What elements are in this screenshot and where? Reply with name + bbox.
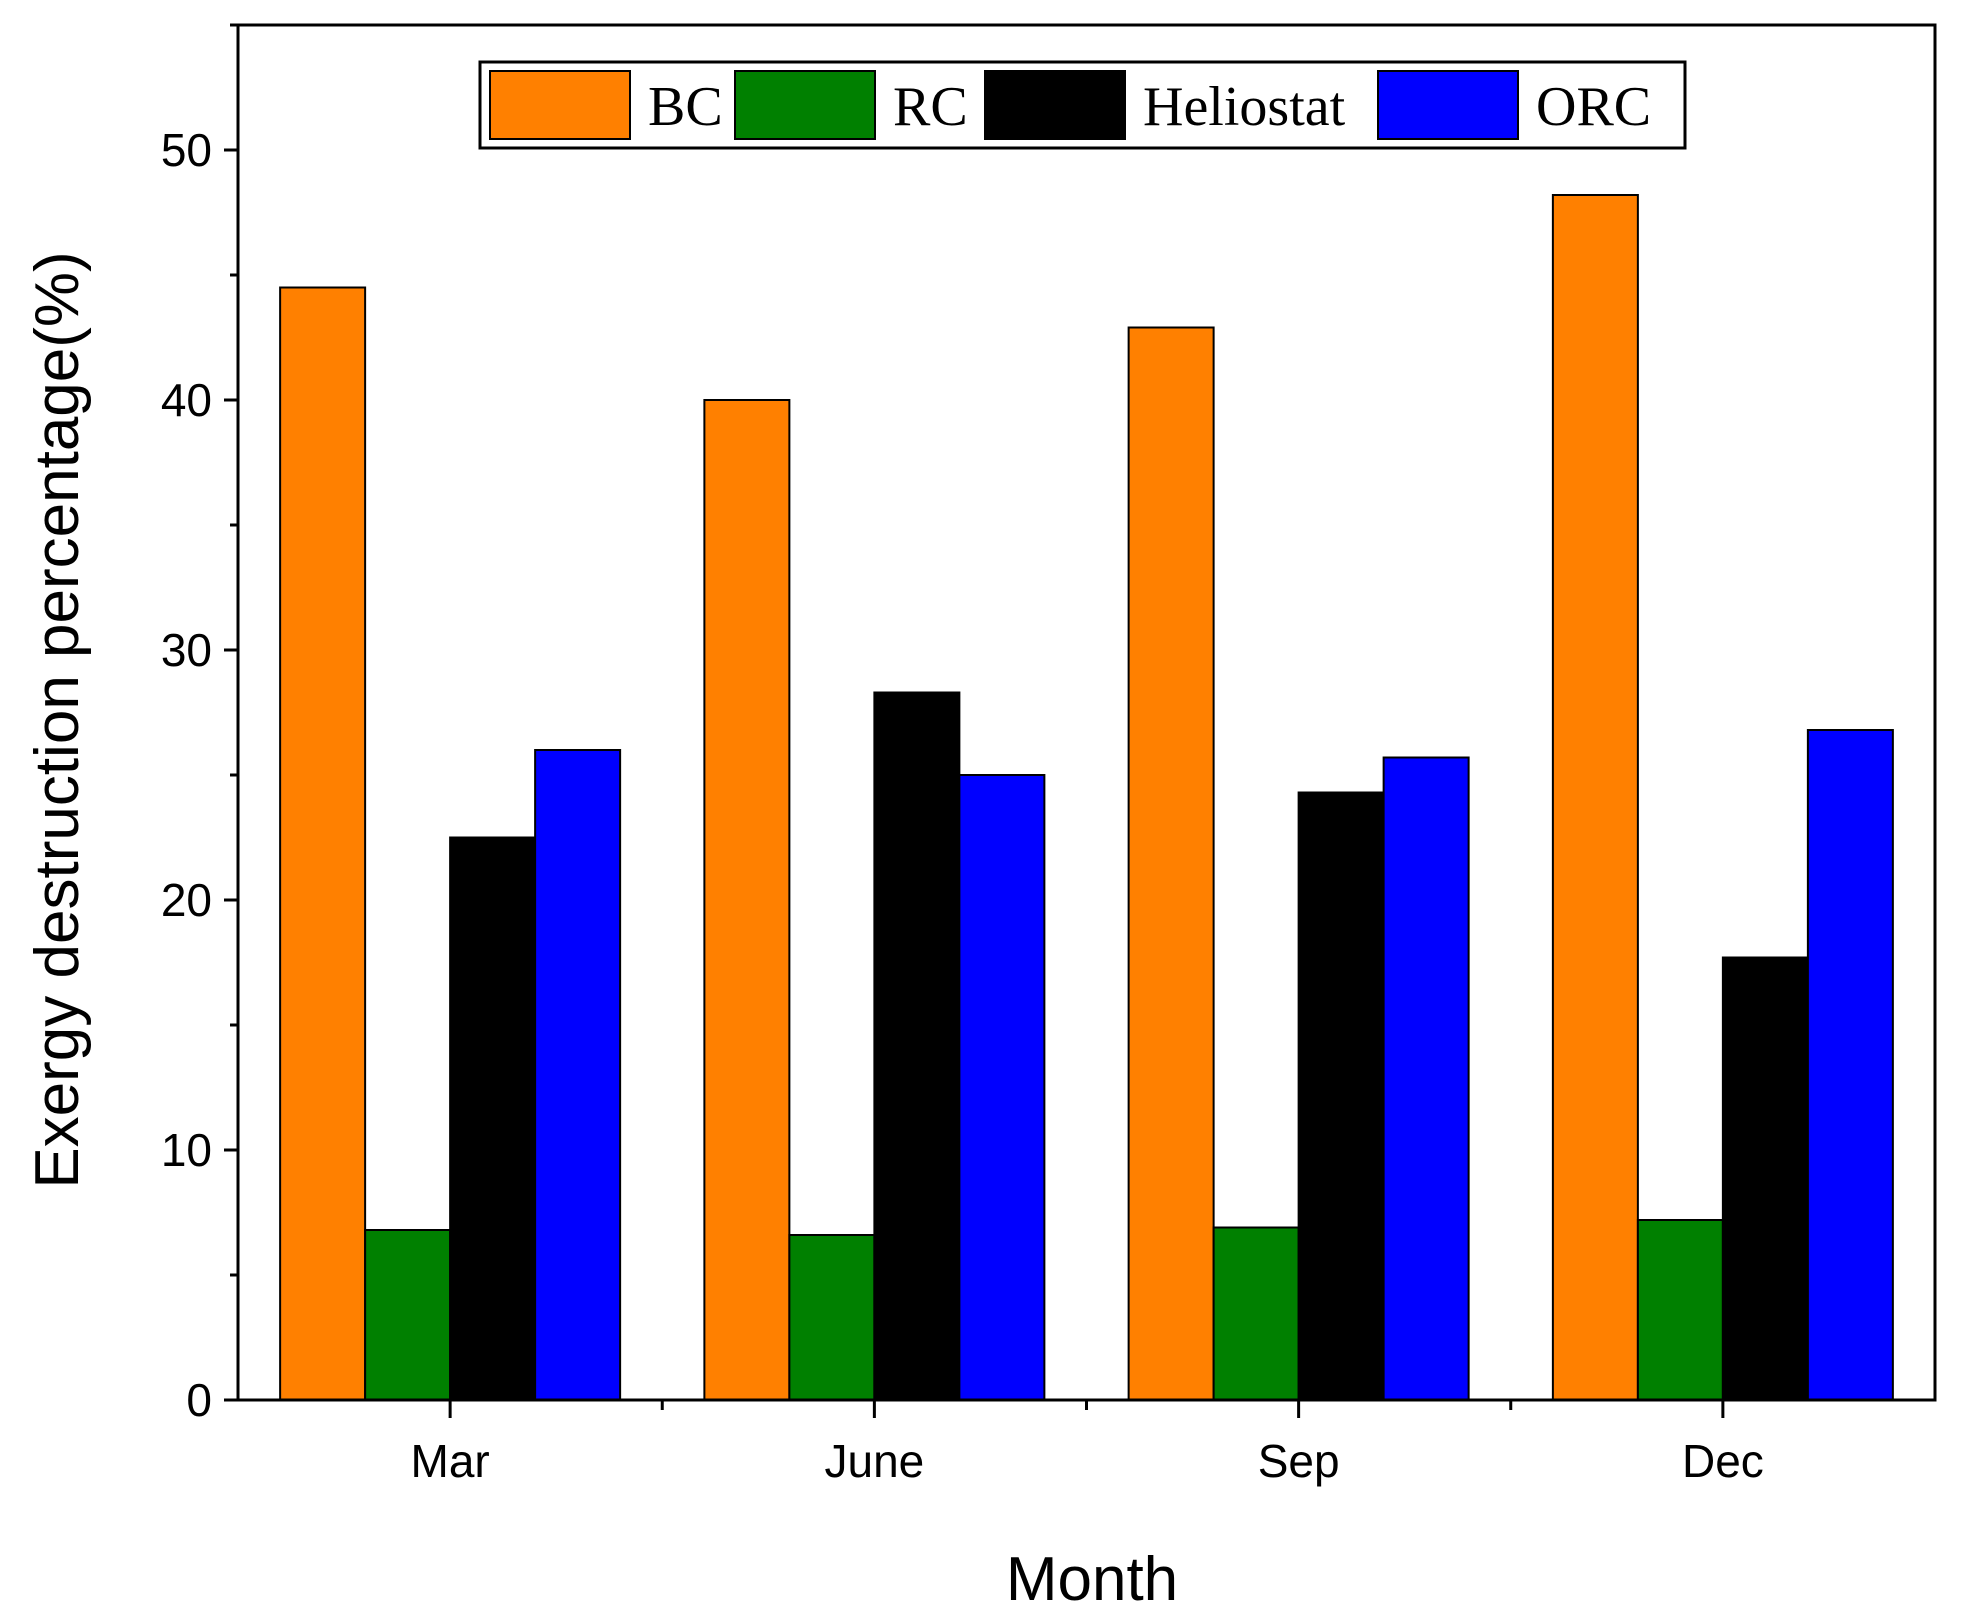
bar-rc-dec [1636, 1219, 1724, 1401]
x-axis-title: Month [1006, 1545, 1178, 1614]
bar-rc-sep [1212, 1226, 1300, 1401]
x-tick-label: Mar [411, 1435, 490, 1487]
bar-orc-dec [1806, 729, 1894, 1401]
bar-bc-dec [1551, 194, 1639, 1401]
axes-group: 0 10 20 30 40 50 Mar June Sep Dec [161, 23, 1937, 1487]
y-tick-label: 50 [161, 124, 212, 176]
bar-bc-june [703, 399, 791, 1401]
legend-label-heliostat: Heliostat [1143, 76, 1346, 138]
legend-label-bc: BC [648, 76, 723, 138]
bar-heliostat-dec [1721, 956, 1809, 1401]
y-axis-title: Exergy destruction percentage(%) [23, 251, 92, 1188]
legend-label-orc: ORC [1536, 76, 1651, 138]
x-tick-label: Sep [1258, 1435, 1340, 1487]
bar-orc-sep [1382, 756, 1470, 1401]
bar-rc-mar [364, 1229, 452, 1401]
bar-rc-june [788, 1234, 876, 1401]
bar-bc-mar [279, 286, 367, 1401]
bar-bc-sep [1127, 326, 1215, 1401]
y-tick-label: 30 [161, 624, 212, 676]
y-tick-label: 0 [186, 1374, 212, 1426]
bar-heliostat-mar [449, 836, 537, 1401]
legend-swatch-orc [1377, 70, 1519, 140]
bar-heliostat-sep [1297, 791, 1385, 1401]
legend-label-rc: RC [893, 76, 968, 138]
legend-swatch-heliostat [984, 70, 1126, 140]
bar-orc-june [958, 774, 1046, 1401]
x-tick-label: June [825, 1435, 925, 1487]
y-tick-label: 10 [161, 1124, 212, 1176]
y-tick-label: 20 [161, 874, 212, 926]
bar-orc-mar [534, 749, 622, 1401]
y-tick-label: 40 [161, 374, 212, 426]
legend-swatch-rc [734, 70, 876, 140]
legend-swatch-bc [489, 70, 631, 140]
bar-heliostat-june [873, 691, 961, 1401]
legend: BC RC Heliostat ORC [478, 60, 1687, 150]
bars-group [279, 194, 1894, 1401]
x-tick-label: Dec [1682, 1435, 1764, 1487]
